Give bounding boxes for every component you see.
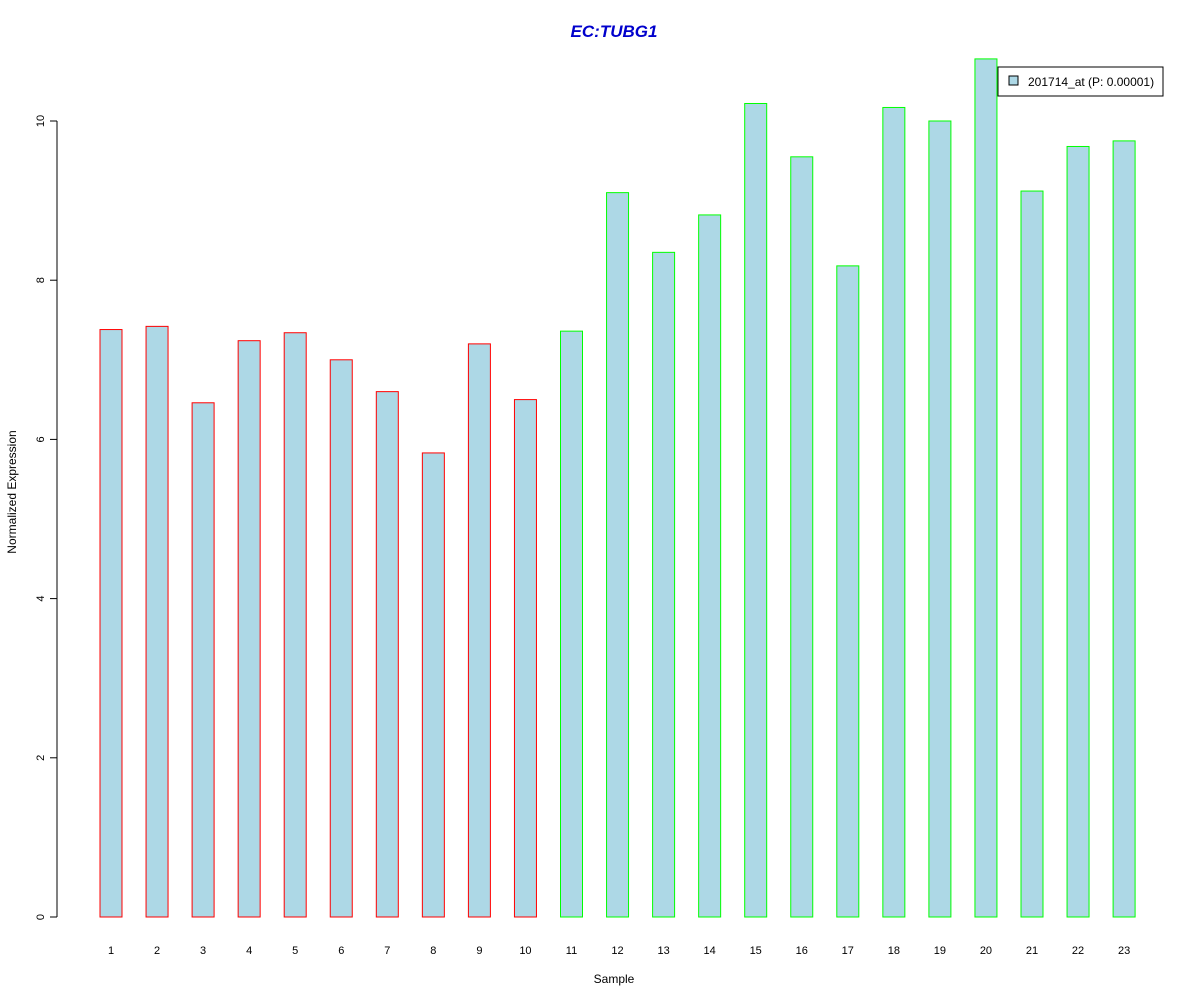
bar	[237, 340, 261, 918]
x-tick-label: 14	[704, 945, 716, 957]
y-tick-label: 6	[35, 436, 47, 442]
y-tick-label: 2	[35, 755, 47, 761]
bar	[560, 330, 583, 918]
x-tick-label: 12	[611, 945, 623, 957]
bar	[652, 251, 676, 918]
bars	[99, 58, 1136, 918]
x-tick-label: 11	[566, 945, 577, 957]
x-tick-label: 9	[476, 945, 482, 957]
bar	[790, 156, 814, 918]
bar	[928, 120, 952, 918]
bar	[1020, 190, 1044, 918]
bar	[882, 106, 906, 918]
x-tick-label: 8	[430, 945, 436, 957]
bar	[513, 399, 537, 918]
x-tick-label: 17	[842, 945, 854, 957]
bar	[145, 325, 169, 918]
y-axis: 0 2 4 6 8 10	[35, 115, 58, 920]
y-axis-label: Normalized Expression	[5, 430, 19, 553]
legend-entry: 201714_at (P: 0.00001)	[1028, 75, 1154, 89]
x-tick-label: 6	[338, 945, 344, 957]
bar	[99, 329, 123, 918]
legend-swatch	[1008, 75, 1019, 86]
x-tick-label: 18	[888, 945, 900, 957]
bar	[421, 452, 445, 918]
x-tick-label: 2	[154, 945, 160, 957]
bar	[974, 58, 998, 918]
y-tick-label: 8	[35, 277, 47, 283]
bar	[329, 359, 353, 918]
x-tick-label: 20	[980, 945, 992, 957]
legend-box	[997, 66, 1164, 97]
bar	[698, 214, 722, 918]
x-tick-label: 1	[108, 945, 114, 957]
x-tick-label: 4	[246, 945, 252, 957]
bar	[744, 102, 768, 918]
x-tick-label: 3	[200, 945, 206, 957]
bar	[1066, 145, 1090, 918]
y-tick-label: 4	[35, 596, 47, 602]
x-tick-label: 5	[292, 945, 298, 957]
bar	[1112, 140, 1136, 918]
y-tick-label: 10	[35, 115, 47, 127]
x-tick-labels: 1 2 3 4 5 6 7 8 9 10 11 12 13 14 15 16 17 18 19 20 21 22 23	[108, 945, 1130, 957]
bar	[191, 402, 215, 918]
x-tick-label: 7	[384, 945, 390, 957]
x-tick-label: 15	[750, 945, 762, 957]
x-tick-label: 22	[1072, 945, 1084, 957]
x-tick-label: 16	[796, 945, 808, 957]
bar	[283, 332, 307, 918]
bar	[836, 265, 860, 918]
x-tick-label: 19	[934, 945, 946, 957]
legend: 201714_at (P: 0.00001)	[997, 66, 1164, 97]
x-tick-label: 13	[657, 945, 669, 957]
x-axis-label: Sample	[594, 972, 635, 986]
x-tick-label: 23	[1118, 945, 1130, 957]
bar	[606, 192, 630, 918]
bar	[467, 343, 491, 918]
x-tick-label: 21	[1026, 945, 1038, 957]
x-tick-label: 10	[519, 945, 531, 957]
y-tick-label: 0	[35, 914, 47, 920]
bar	[375, 391, 399, 918]
chart-title: EC:TUBG1	[571, 22, 658, 41]
